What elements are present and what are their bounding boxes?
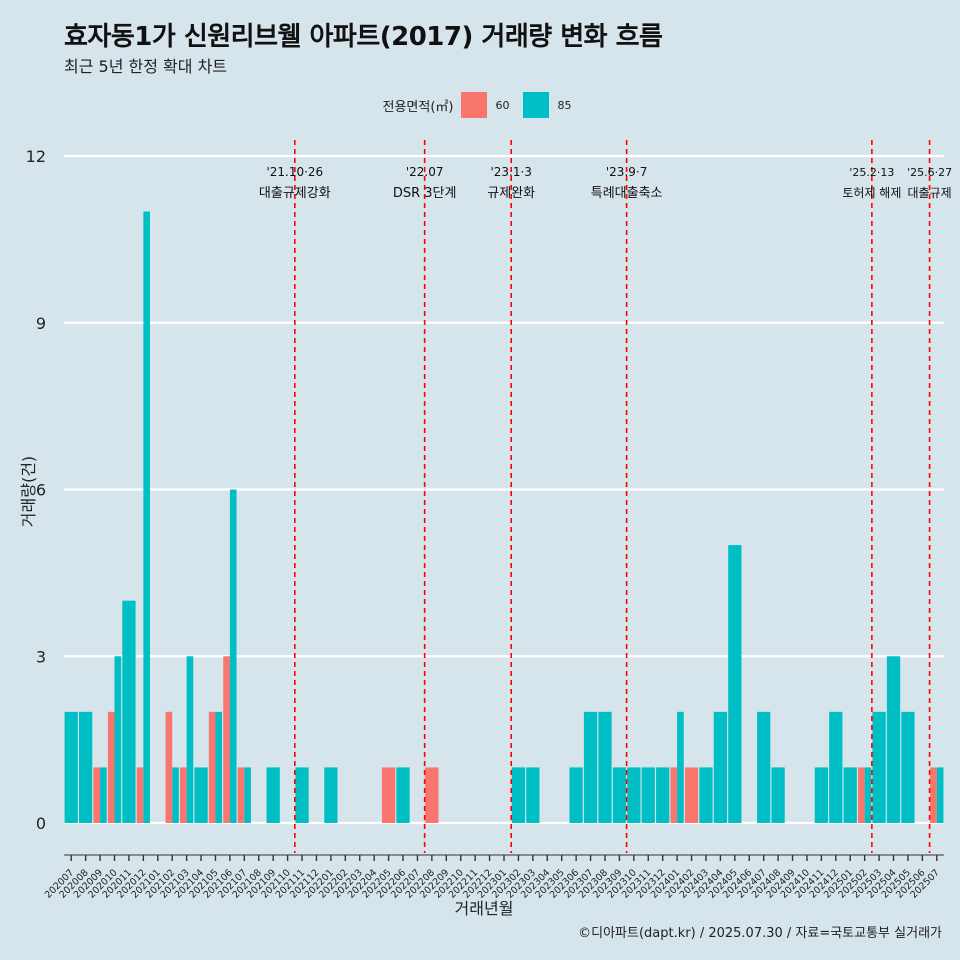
bar-60-202107 (237, 767, 245, 823)
legend-swatch-60 (461, 92, 488, 118)
y-axis-title: 거래량(건) (19, 456, 38, 527)
bar-85-202008 (79, 711, 93, 823)
bar-85-202103 (186, 656, 194, 823)
bar-85-202111 (295, 767, 309, 823)
bar-60-202106 (223, 656, 230, 823)
y-tick-label-0: 0 (36, 814, 46, 833)
legend: 전용면적(㎡) 60 85 (0, 92, 960, 118)
bar-60-202402 (684, 767, 699, 823)
bar-60-202010 (107, 711, 115, 823)
legend-label-60: 60 (495, 98, 510, 112)
bar-85-202109 (266, 767, 280, 823)
bar-85-202206 (396, 767, 410, 823)
bar-85-202312 (656, 767, 670, 823)
y-tick-label-3: 3 (36, 647, 46, 666)
bar-85-202501 (843, 767, 857, 823)
event-label-0: 대출규제강화 (259, 186, 331, 201)
bar-85-202412 (829, 711, 843, 823)
event-label-5: 대출규제 (907, 186, 951, 200)
bar-85-202309 (612, 767, 627, 823)
event-date-0: '21.10·26 (266, 165, 323, 179)
bar-85-202007 (64, 711, 78, 823)
bar-85-202405 (728, 545, 742, 823)
legend-swatch-85 (523, 92, 550, 118)
bar-85-202502 (864, 767, 872, 823)
bar-60-202103 (179, 767, 187, 823)
event-date-2: '23.1·3 (490, 165, 531, 179)
legend-title: 전용면적(㎡) (382, 99, 454, 115)
bar-85-202303 (526, 767, 540, 823)
event-label-2: 규제완화 (487, 186, 535, 201)
bar-60-202105 (208, 711, 216, 823)
bar-60-202208 (425, 767, 439, 823)
bar-85-202302 (511, 767, 526, 823)
bar-85-202010 (114, 656, 122, 823)
source-caption: ©디아파트(dapt.kr) / 2025.07.30 / 자료=국토교통부 실… (578, 926, 942, 941)
event-label-1: DSR 3단계 (393, 186, 457, 201)
bar-60-202012 (136, 767, 144, 823)
bar-85-202201 (324, 767, 338, 823)
bar-85-202401 (677, 711, 684, 823)
bar-85-202306 (569, 767, 583, 823)
x-axis-title: 거래년월 (455, 899, 514, 918)
event-label-3: 특례대출축소 (591, 186, 663, 201)
bar-85-202105 (215, 711, 223, 823)
bar-60-202205 (381, 767, 396, 823)
bar-85-202012 (143, 211, 150, 824)
bar-85-202411 (814, 767, 829, 823)
bar-85-202503 (872, 711, 886, 823)
bar-85-202104 (194, 767, 208, 823)
bar-85-202011 (122, 600, 136, 823)
bar-85-202404 (713, 711, 728, 823)
bar-60-202009 (93, 767, 101, 823)
event-date-3: '23.9·7 (606, 165, 647, 179)
bar-85-202505 (901, 711, 915, 823)
legend-label-85: 85 (557, 98, 572, 112)
bar-85-202507 (936, 767, 944, 823)
bar-85-202310 (627, 767, 641, 823)
bar-85-202308 (598, 711, 612, 823)
bar-85-202403 (699, 767, 713, 823)
chart-title: 효자동1가 신원리브웰 아파트(2017) 거래량 변화 흐름 (64, 22, 663, 52)
bar-60-202401 (670, 767, 678, 823)
y-tick-label-12: 12 (26, 147, 46, 166)
bar-85-202311 (641, 767, 655, 823)
event-label-4: 토허제 해제 (842, 186, 901, 200)
bar-85-202107 (244, 767, 251, 823)
bar-60-202502 (858, 767, 865, 823)
bar-85-202009 (100, 767, 107, 823)
event-date-1: '22.07 (406, 165, 444, 179)
bar-60-202102 (165, 711, 173, 823)
bar-85-202407 (757, 711, 771, 823)
bar-85-202504 (886, 656, 901, 823)
bar-85-202102 (172, 767, 179, 823)
event-date-5: '25.6·27 (907, 166, 952, 179)
bar-85-202307 (583, 711, 598, 823)
y-tick-label-9: 9 (36, 314, 46, 333)
bar-85-202106 (229, 489, 237, 823)
bar-60-202507 (930, 767, 937, 823)
bar-85-202408 (771, 767, 785, 823)
chart-subtitle: 최근 5년 한정 확대 차트 (64, 57, 228, 76)
event-date-4: '25.2·13 (849, 166, 894, 179)
y-tick-label-6: 6 (36, 481, 46, 500)
